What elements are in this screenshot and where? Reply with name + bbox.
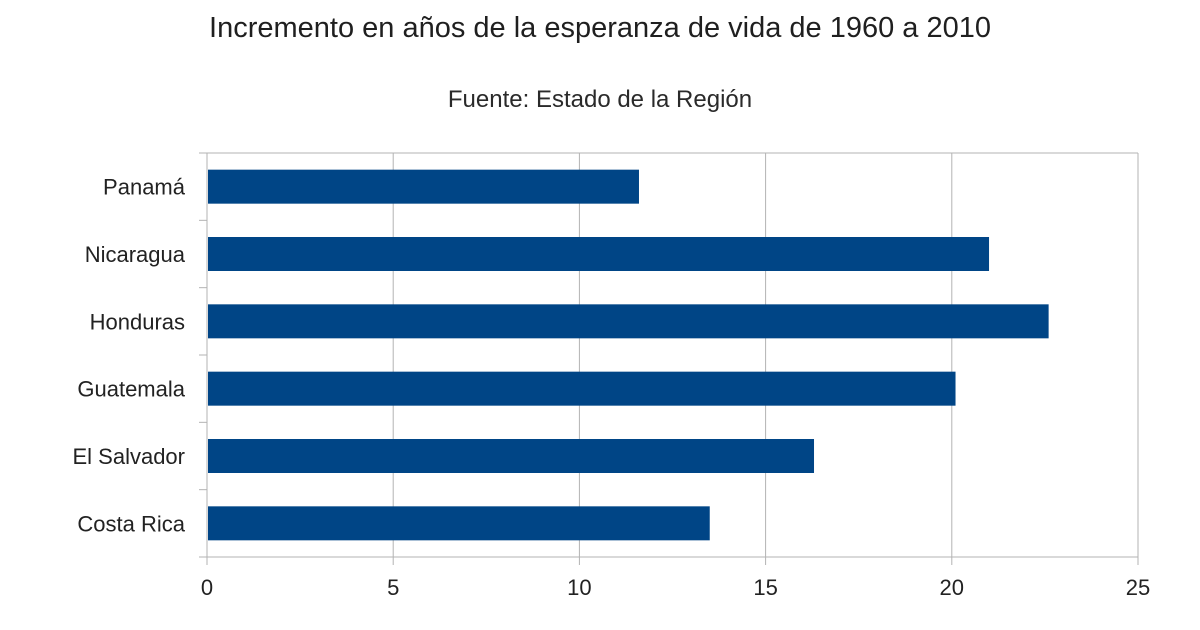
bar bbox=[208, 169, 639, 204]
x-tick-label: 10 bbox=[567, 575, 591, 600]
bar bbox=[208, 506, 710, 541]
chart-subtitle: Fuente: Estado de la Región bbox=[447, 86, 753, 113]
bar bbox=[208, 371, 956, 406]
bar bbox=[208, 237, 990, 271]
bar bbox=[208, 439, 815, 473]
x-tick-label: 20 bbox=[940, 575, 964, 600]
y-tick-label: Nicaragua bbox=[85, 242, 186, 267]
bar bbox=[208, 304, 1049, 339]
y-tick-label: Honduras bbox=[90, 309, 185, 334]
x-tick-label: 5 bbox=[387, 575, 399, 600]
tick-labels: 0 5 10 15 20 25 Panamá Nicaragua Honduras Guatema… bbox=[72, 175, 1150, 600]
axes bbox=[199, 152, 1139, 565]
chart-title: Incremento en años de la esperanza de vi… bbox=[209, 12, 991, 44]
grid-lines bbox=[392, 153, 1139, 557]
x-tick-label: 25 bbox=[1126, 575, 1150, 600]
x-tick-label: 0 bbox=[201, 575, 213, 600]
y-tick-label: Panamá bbox=[103, 175, 186, 200]
bars bbox=[208, 169, 1049, 541]
y-tick-label: El Salvador bbox=[72, 444, 185, 469]
y-tick-label: Guatemala bbox=[77, 377, 185, 402]
y-tick-label: Costa Rica bbox=[77, 511, 185, 536]
x-tick-label: 15 bbox=[753, 575, 777, 600]
